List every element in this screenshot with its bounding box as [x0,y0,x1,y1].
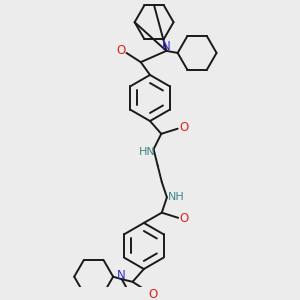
Text: N: N [116,269,125,282]
Text: N: N [162,40,171,53]
Text: HN: HN [139,147,156,157]
Text: O: O [180,212,189,225]
Text: O: O [179,121,188,134]
Text: O: O [148,288,158,300]
Text: NH: NH [168,192,184,202]
Text: O: O [117,44,126,57]
